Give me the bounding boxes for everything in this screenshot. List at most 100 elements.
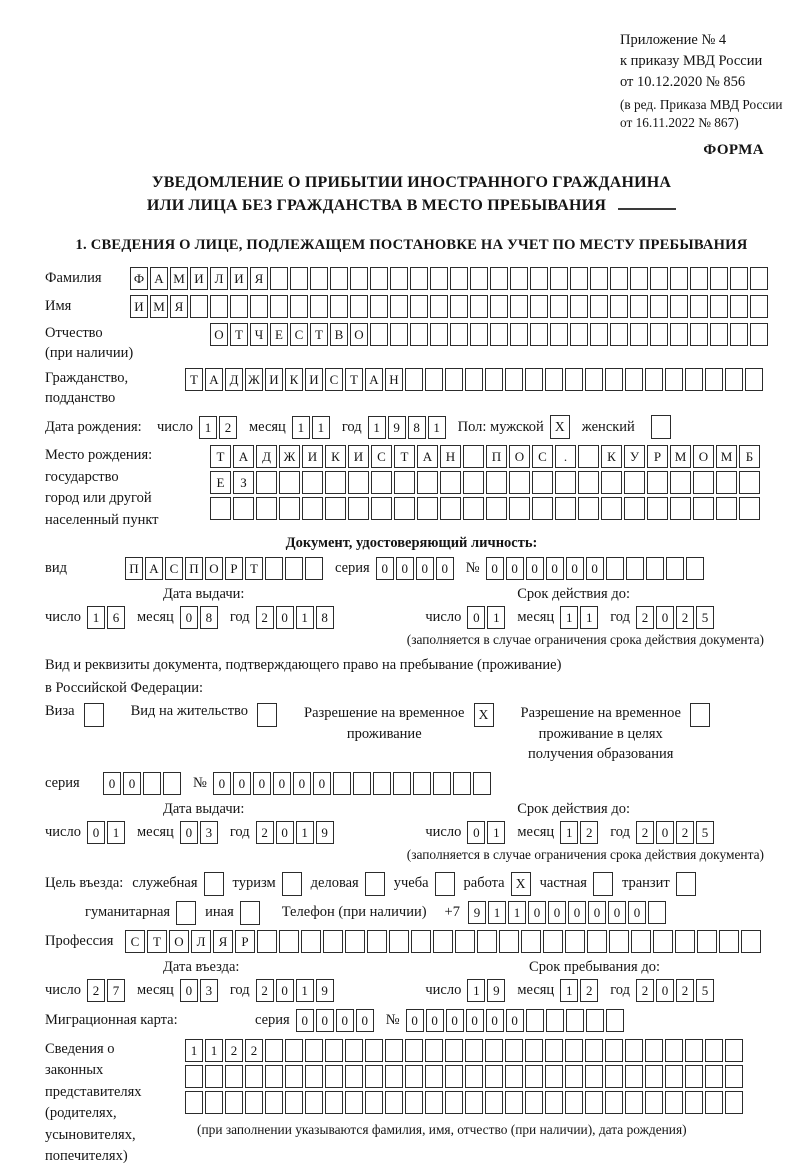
char-cell[interactable]: [465, 1038, 483, 1062]
char-cell[interactable]: [565, 929, 585, 953]
char-cell[interactable]: [578, 471, 599, 494]
char-cell[interactable]: 2: [580, 820, 599, 844]
char-cell[interactable]: [570, 267, 588, 290]
char-cell[interactable]: [390, 295, 408, 318]
char-cell[interactable]: О: [509, 445, 530, 468]
char-cell[interactable]: [485, 368, 503, 391]
char-cell[interactable]: 0: [607, 901, 626, 924]
char-cell[interactable]: С: [325, 368, 343, 391]
char-cell[interactable]: [440, 497, 461, 520]
char-cell[interactable]: Т: [185, 368, 203, 391]
char-cell[interactable]: [510, 267, 528, 290]
char-cell[interactable]: [685, 557, 704, 580]
char-cell[interactable]: [265, 1038, 283, 1062]
char-cell[interactable]: [585, 1008, 604, 1032]
char-cell[interactable]: [445, 368, 463, 391]
char-cell[interactable]: [452, 771, 471, 795]
char-cell[interactable]: [265, 1064, 283, 1088]
char-cell[interactable]: [465, 1090, 483, 1114]
char-cell[interactable]: 1: [487, 901, 506, 924]
char-cell[interactable]: 2: [636, 606, 654, 629]
char-cell[interactable]: [605, 368, 623, 391]
char-cell[interactable]: [625, 1064, 643, 1088]
char-cell[interactable]: Л: [210, 267, 228, 290]
char-cell[interactable]: [725, 1064, 743, 1088]
char-cell[interactable]: [425, 1090, 443, 1114]
char-cell[interactable]: [412, 771, 431, 795]
char-cell[interactable]: [521, 929, 541, 953]
char-cell[interactable]: [385, 1090, 403, 1114]
char-cell[interactable]: 0: [335, 1008, 354, 1032]
char-cell[interactable]: 9: [315, 978, 334, 1002]
char-cell[interactable]: М: [150, 295, 168, 318]
char-cell[interactable]: [463, 445, 484, 468]
char-cell[interactable]: [390, 323, 408, 346]
char-cell[interactable]: [332, 771, 351, 795]
char-cell[interactable]: А: [417, 445, 438, 468]
char-cell[interactable]: [585, 1090, 603, 1114]
char-cell[interactable]: [725, 1090, 743, 1114]
char-cell[interactable]: [470, 295, 488, 318]
char-cell[interactable]: [532, 497, 553, 520]
purpose-other-checkbox[interactable]: [239, 900, 260, 925]
char-cell[interactable]: 0: [547, 901, 566, 924]
char-cell[interactable]: [385, 1038, 403, 1062]
char-cell[interactable]: 0: [312, 771, 331, 795]
char-cell[interactable]: [370, 323, 388, 346]
char-cell[interactable]: [739, 471, 760, 494]
char-cell[interactable]: [725, 1038, 743, 1062]
char-cell[interactable]: 0: [315, 1008, 334, 1032]
char-cell[interactable]: А: [233, 445, 254, 468]
char-cell[interactable]: [650, 295, 668, 318]
char-cell[interactable]: [490, 295, 508, 318]
char-cell[interactable]: [163, 771, 181, 795]
visa-checkbox[interactable]: [83, 703, 104, 727]
char-cell[interactable]: [665, 557, 684, 580]
char-cell[interactable]: [405, 1038, 423, 1062]
char-cell[interactable]: [525, 1038, 543, 1062]
char-cell[interactable]: Р: [225, 557, 243, 580]
char-cell[interactable]: 0: [275, 978, 294, 1002]
char-cell[interactable]: Т: [245, 557, 263, 580]
char-cell[interactable]: 1: [367, 415, 386, 439]
char-cell[interactable]: [250, 295, 268, 318]
char-cell[interactable]: [693, 471, 714, 494]
char-cell[interactable]: [750, 267, 768, 290]
char-cell[interactable]: [625, 368, 643, 391]
char-cell[interactable]: [585, 1064, 603, 1088]
char-cell[interactable]: 0: [405, 1008, 424, 1032]
char-cell[interactable]: 0: [505, 557, 524, 580]
char-cell[interactable]: [330, 267, 348, 290]
char-cell[interactable]: Д: [225, 368, 243, 391]
char-cell[interactable]: Т: [147, 929, 167, 953]
char-cell[interactable]: [530, 323, 548, 346]
char-cell[interactable]: 0: [295, 1008, 314, 1032]
char-cell[interactable]: 8: [199, 606, 218, 629]
char-cell[interactable]: [716, 497, 737, 520]
char-cell[interactable]: [445, 1090, 463, 1114]
char-cell[interactable]: 0: [656, 820, 674, 844]
char-cell[interactable]: И: [302, 445, 323, 468]
char-cell[interactable]: [685, 1038, 703, 1062]
char-cell[interactable]: [605, 1038, 623, 1062]
char-cell[interactable]: .: [555, 445, 576, 468]
char-cell[interactable]: [601, 471, 622, 494]
char-cell[interactable]: 5: [696, 606, 714, 629]
char-cell[interactable]: 0: [292, 771, 311, 795]
char-cell[interactable]: [465, 1064, 483, 1088]
char-cell[interactable]: [310, 267, 328, 290]
char-cell[interactable]: [730, 267, 748, 290]
char-cell[interactable]: [670, 471, 691, 494]
char-cell[interactable]: [578, 445, 599, 468]
char-cell[interactable]: 0: [179, 978, 198, 1002]
char-cell[interactable]: [587, 929, 607, 953]
char-cell[interactable]: [665, 1038, 683, 1062]
char-cell[interactable]: [725, 368, 743, 391]
char-cell[interactable]: [389, 929, 409, 953]
char-cell[interactable]: [350, 295, 368, 318]
char-cell[interactable]: 2: [255, 820, 274, 844]
char-cell[interactable]: О: [350, 323, 368, 346]
char-cell[interactable]: 0: [627, 901, 646, 924]
char-cell[interactable]: [675, 929, 695, 953]
char-cell[interactable]: [470, 323, 488, 346]
